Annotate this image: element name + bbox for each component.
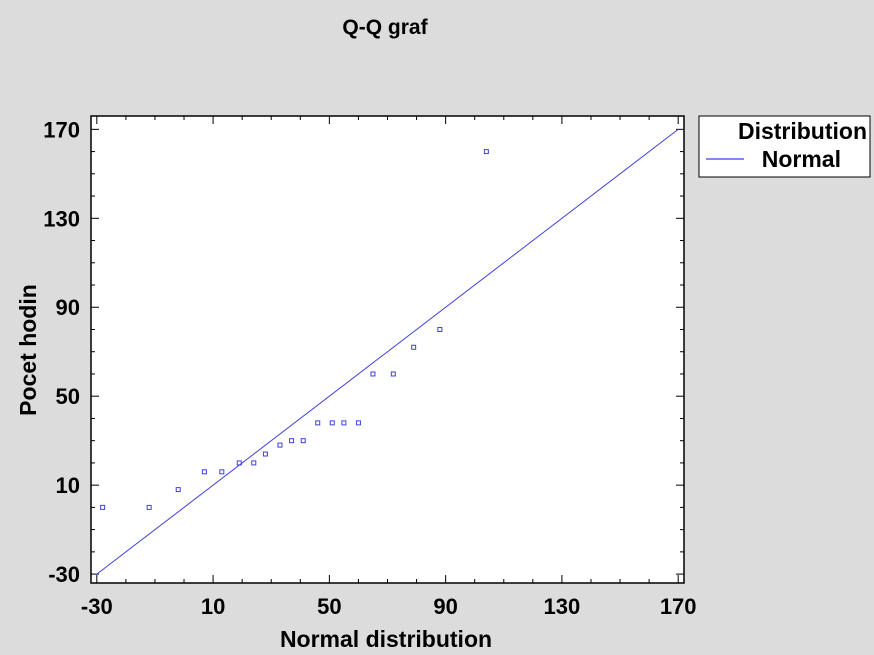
plot-area — [90, 115, 685, 584]
y-tick-label: -30 — [48, 562, 80, 587]
chart-title: Q-Q graf — [342, 16, 428, 39]
y-tick-label: 130 — [43, 206, 80, 231]
data-point — [201, 469, 207, 475]
data-point — [236, 460, 242, 466]
y-tick-label: 50 — [56, 384, 80, 409]
data-point — [437, 326, 443, 332]
data-point — [300, 438, 306, 444]
data-point — [390, 371, 396, 377]
data-point — [411, 344, 417, 350]
data-point — [329, 420, 335, 426]
data-point — [277, 442, 283, 448]
reference-line-normal — [96, 128, 679, 575]
tick-labels: -30 10 50 90 130 170 -30 10 50 90 130 170 — [43, 117, 696, 619]
x-tick-label: 90 — [433, 594, 457, 619]
x-tick-label: 10 — [201, 594, 225, 619]
legend-entry-normal: Normal — [762, 146, 841, 172]
y-tick-label: 170 — [43, 117, 80, 142]
legend-box — [698, 115, 871, 178]
data-point — [355, 420, 361, 426]
y-tick-label: 10 — [56, 473, 80, 498]
data-point — [100, 504, 106, 510]
data-point — [251, 460, 257, 466]
x-tick-label: 130 — [544, 594, 581, 619]
data-point — [370, 371, 376, 377]
data-point — [219, 469, 225, 475]
axis-ticks — [91, 116, 684, 583]
x-tick-label: 170 — [660, 594, 697, 619]
data-point — [175, 487, 181, 493]
data-point — [289, 438, 295, 444]
data-point — [483, 149, 489, 155]
reference-line-layer — [96, 128, 679, 575]
x-tick-label: 50 — [317, 594, 341, 619]
y-axis-label: Pocet hodin — [15, 284, 41, 416]
data-points — [100, 149, 489, 510]
data-point — [341, 420, 347, 426]
data-point — [315, 420, 321, 426]
legend: Distribution Normal — [698, 115, 871, 178]
x-tick-label: -30 — [81, 594, 113, 619]
x-axis-label: Normal distribution — [280, 626, 492, 652]
data-point — [262, 451, 268, 457]
y-tick-label: 90 — [56, 295, 80, 320]
data-point — [146, 504, 152, 510]
legend-title: Distribution — [738, 118, 867, 144]
